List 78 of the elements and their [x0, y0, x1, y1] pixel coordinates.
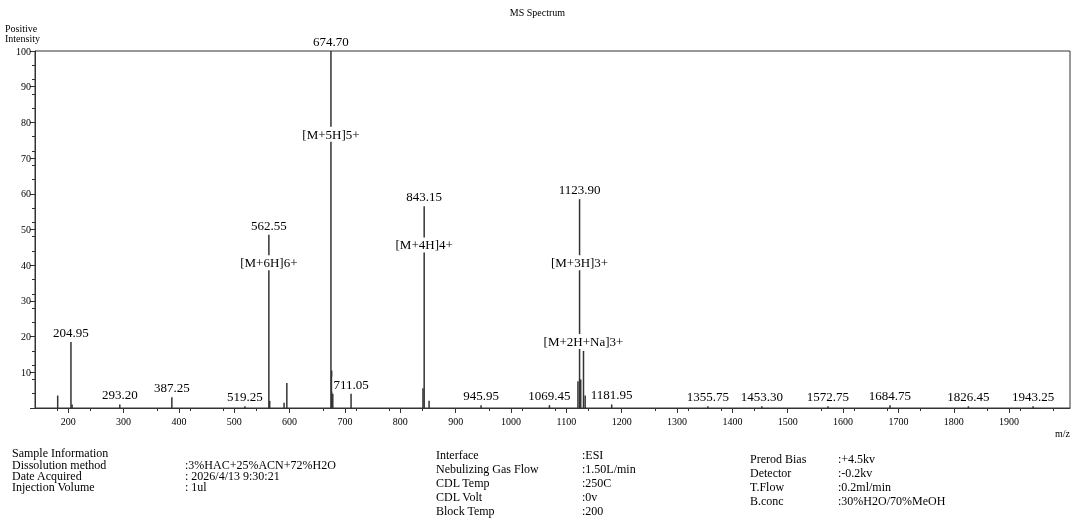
- text: Detector: [750, 466, 792, 480]
- text: :250C: [582, 476, 612, 490]
- annotation: 1355.75: [686, 389, 730, 405]
- x-tick-label: 900: [448, 415, 464, 427]
- x-tick-label: 1200: [611, 415, 632, 427]
- annotation: [M+6H]6+: [240, 255, 298, 271]
- annotation: 1826.45: [947, 389, 990, 405]
- text: :+4.5kv: [838, 452, 876, 466]
- x-tick-label: 300: [116, 415, 132, 427]
- x-tick-label: 1800: [943, 415, 964, 427]
- annotation: 1572.75: [806, 389, 850, 405]
- text: B.conc: [750, 494, 784, 508]
- annotation: 1069.45: [528, 388, 571, 404]
- annotation: 387.25: [153, 380, 190, 396]
- y-tick-label: 60: [21, 188, 31, 200]
- text: :ESI: [582, 448, 604, 462]
- annotation: [M+5H]5+: [302, 126, 360, 142]
- annotation: 945.95: [463, 388, 499, 404]
- annotation: [M+2H+Na]3+: [543, 333, 624, 349]
- x-tick-label: 800: [392, 415, 408, 427]
- text: : 2026/4/13 9:30:21: [185, 469, 280, 483]
- x-tick-label: 1000: [500, 415, 521, 427]
- annotation: 293.20: [101, 387, 138, 403]
- text: T.Flow: [750, 480, 785, 494]
- x-tick-label: 400: [171, 415, 187, 427]
- text: CDL Volt: [436, 490, 483, 504]
- text: :0v: [582, 490, 598, 504]
- y-tick-label: 40: [21, 259, 31, 271]
- text: Dissolution method: [12, 458, 107, 472]
- annotation: 843.15: [406, 189, 443, 205]
- x-tick-label: 1600: [833, 415, 854, 427]
- annotation: 1453.30: [740, 389, 783, 405]
- y-axis-title: Positive Intensity: [5, 22, 40, 44]
- y-tick-label: 10: [21, 366, 31, 378]
- x-tick-label: 1500: [777, 415, 798, 427]
- y-tick-label: 30: [21, 295, 31, 307]
- x-tick-label: 700: [337, 415, 353, 427]
- text: :30%H2O/70%MeOH: [838, 494, 946, 508]
- annotation: 562.55: [251, 217, 287, 233]
- x-tick-label: 500: [226, 415, 242, 427]
- y-tick-label: 100: [16, 45, 31, 57]
- text: CDL Temp: [436, 476, 490, 490]
- x-tick-label: 200: [60, 415, 76, 427]
- text: Date Acquired: [12, 469, 82, 483]
- text: :200: [582, 504, 604, 518]
- text: :3%HAC+25%ACN+72%H2O: [185, 458, 336, 472]
- annotation: 204.95: [53, 324, 89, 340]
- annotation: 674.70: [313, 34, 349, 49]
- annotation: 1684.75: [868, 388, 912, 404]
- y-tick-label: 80: [21, 116, 31, 128]
- x-tick-label: 1100: [556, 415, 577, 427]
- y-tick-label: 20: [21, 331, 31, 343]
- annotation: 1943.25: [1011, 389, 1055, 405]
- text: :0.2ml/min: [838, 480, 892, 494]
- x-tick-label: 1700: [888, 415, 909, 427]
- text: Nebulizing Gas Flow: [436, 462, 539, 476]
- text: Sample Information: [12, 446, 109, 460]
- x-tick-label: 1300: [667, 415, 688, 427]
- annotation: 1181.95: [590, 387, 633, 403]
- text: : 1ul: [185, 480, 207, 494]
- text: :1.50L/min: [582, 462, 636, 476]
- annotation: [M+3H]3+: [550, 255, 609, 271]
- annotation: [M+4H]4+: [395, 237, 453, 253]
- text: Block Temp: [436, 504, 495, 518]
- x-tick-label: 600: [282, 415, 298, 427]
- text: Prerod Bias: [750, 452, 807, 466]
- x-tick-label: 1900: [999, 415, 1020, 427]
- y-tick-label: 50: [21, 224, 31, 235]
- annotation: 711.05: [333, 376, 369, 392]
- annotation: 1123.90: [558, 182, 601, 198]
- x-tick-label: 1400: [722, 415, 743, 427]
- chart-title: MS Spectrum: [509, 6, 566, 18]
- x-axis-title: m/z: [1055, 427, 1071, 439]
- text: Interface: [436, 448, 479, 462]
- annotation: 519.25: [227, 389, 263, 405]
- y-tick-label: 70: [21, 152, 31, 164]
- text: :-0.2kv: [838, 466, 873, 480]
- y-tick-label: 90: [21, 81, 31, 93]
